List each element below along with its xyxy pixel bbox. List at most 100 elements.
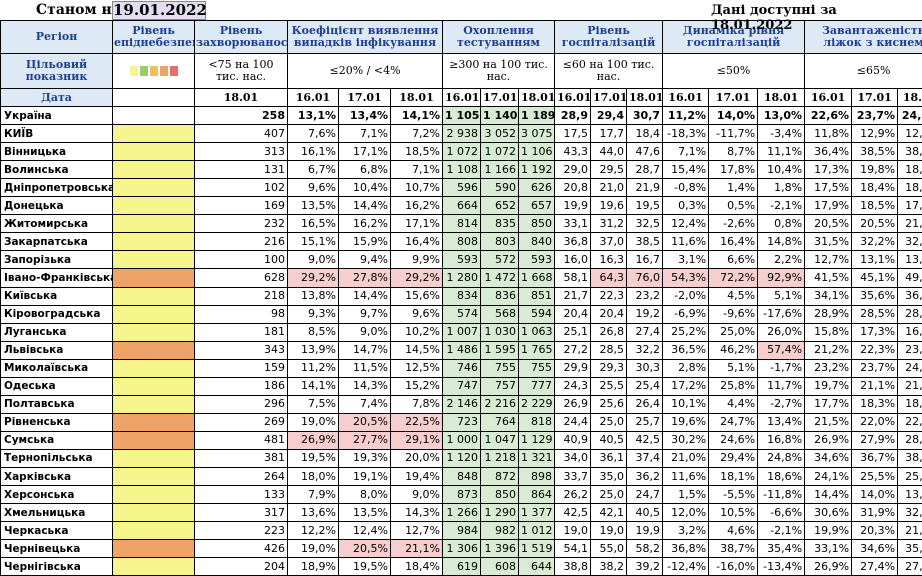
oxygen-value: 20,5% xyxy=(805,215,852,233)
incidence-value: 264 xyxy=(195,467,288,485)
testing-value: 596 xyxy=(443,179,481,197)
detection-value: 15,1% xyxy=(288,233,339,251)
hosp-value: 34,0 xyxy=(555,449,591,467)
hosp-dyn-value: -9,6% xyxy=(709,305,758,323)
oxygen-value: 12,9% xyxy=(852,125,898,143)
hosp-value: 64,3 xyxy=(591,269,627,287)
date-oxy-1: 16.01 xyxy=(805,89,852,107)
testing-value: 3 075 xyxy=(519,125,555,143)
testing-value: 1 007 xyxy=(443,323,481,341)
detection-value: 19,1% xyxy=(339,467,391,485)
hosp-dyn-value: 4,4% xyxy=(709,395,758,413)
incidence-value: 169 xyxy=(195,197,288,215)
detection-value: 15,2% xyxy=(391,377,443,395)
hosp-value: 26,2 xyxy=(555,486,591,504)
testing-value: 872 xyxy=(481,467,519,485)
oxygen-value: 22,6% xyxy=(898,413,922,431)
hosp-value: 27,2 xyxy=(555,341,591,359)
level-cell xyxy=(113,305,195,323)
legend-chip xyxy=(140,66,148,76)
testing-value: 574 xyxy=(443,305,481,323)
detection-value: 14,4% xyxy=(339,197,391,215)
region-name: Україна xyxy=(1,107,113,125)
oxygen-value: 35,6% xyxy=(852,287,898,305)
hosp-value: 21,0 xyxy=(591,179,627,197)
detection-value: 9,0% xyxy=(391,486,443,504)
oxygen-value: 19,9% xyxy=(805,522,852,540)
hosp-value: 18,4 xyxy=(627,125,663,143)
detection-value: 9,7% xyxy=(339,305,391,323)
incidence-value: 186 xyxy=(195,377,288,395)
hosp-dyn-value: 11,1% xyxy=(758,143,805,161)
detection-value: 21,1% xyxy=(391,540,443,558)
level-cell xyxy=(113,161,195,179)
hosp-dyn-value: 17,8% xyxy=(709,161,758,179)
level-cell xyxy=(113,107,195,125)
incidence-value: 133 xyxy=(195,486,288,504)
hosp-dyn-value: 16,4% xyxy=(709,233,758,251)
testing-value: 1 519 xyxy=(519,540,555,558)
oxygen-value: 20,5% xyxy=(852,215,898,233)
level-cell xyxy=(113,486,195,504)
oxygen-value: 49,3% xyxy=(898,269,922,287)
hosp-value: 40,5 xyxy=(627,504,663,522)
hosp-value: 28,9 xyxy=(555,107,591,125)
testing-value: 1 218 xyxy=(481,449,519,467)
testing-value: 1 486 xyxy=(443,341,481,359)
detection-value: 19,5% xyxy=(288,449,339,467)
oxygen-value: 21,1% xyxy=(852,377,898,395)
testing-value: 1 000 xyxy=(443,431,481,449)
oxygen-value: 17,7% xyxy=(805,395,852,413)
hosp-value: 28,7 xyxy=(627,161,663,179)
detection-value: 9,6% xyxy=(288,179,339,197)
incidence-value: 218 xyxy=(195,287,288,305)
hosp-dyn-value: 12,0% xyxy=(663,504,709,522)
level-cell xyxy=(113,413,195,431)
testing-value: 2 146 xyxy=(443,395,481,413)
detection-value: 9,0% xyxy=(288,251,339,269)
detection-value: 29,2% xyxy=(288,269,339,287)
col-testing: Охоплення тестуванням xyxy=(443,21,555,54)
level-cell xyxy=(113,377,195,395)
region-name: Житомирська xyxy=(1,215,113,233)
oxygen-value: 23,2% xyxy=(898,341,922,359)
oxygen-value: 31,5% xyxy=(805,233,852,251)
hosp-dyn-value: 11,2% xyxy=(663,107,709,125)
col-incidence: Рівень захворюваності xyxy=(195,21,288,54)
level-cell xyxy=(113,395,195,413)
oxygen-value: 32,8% xyxy=(898,233,922,251)
col-region: Регіон xyxy=(1,21,113,54)
hosp-dyn-value: 5,1% xyxy=(758,287,805,305)
detection-value: 17,1% xyxy=(339,143,391,161)
hosp-dyn-value: -2,7% xyxy=(758,395,805,413)
region-name: Херсонська xyxy=(1,486,113,504)
hosp-value: 16,0 xyxy=(555,251,591,269)
hosp-value: 24,4 xyxy=(555,413,591,431)
oxygen-value: 21,0% xyxy=(898,215,922,233)
date-label: Дата xyxy=(1,89,113,107)
date-dyn-3: 18.01 xyxy=(758,89,805,107)
detection-value: 29,2% xyxy=(391,269,443,287)
hosp-value: 76,0 xyxy=(627,269,663,287)
testing-value: 3 052 xyxy=(481,125,519,143)
level-cell xyxy=(113,215,195,233)
target-label: Цільовий показник xyxy=(1,54,113,89)
hosp-dyn-value: 13,0% xyxy=(758,107,805,125)
hosp-dyn-value: 5,1% xyxy=(709,359,758,377)
oxygen-value: 28,9% xyxy=(805,305,852,323)
oxygen-value: 13,1% xyxy=(852,251,898,269)
hosp-value: 29,0 xyxy=(555,161,591,179)
testing-value: 764 xyxy=(481,413,519,431)
oxygen-value: 18,4% xyxy=(898,179,922,197)
detection-value: 14,7% xyxy=(339,341,391,359)
testing-value: 1 140 xyxy=(481,107,519,125)
hosp-value: 40,9 xyxy=(555,431,591,449)
hosp-dyn-value: 36,8% xyxy=(663,540,709,558)
